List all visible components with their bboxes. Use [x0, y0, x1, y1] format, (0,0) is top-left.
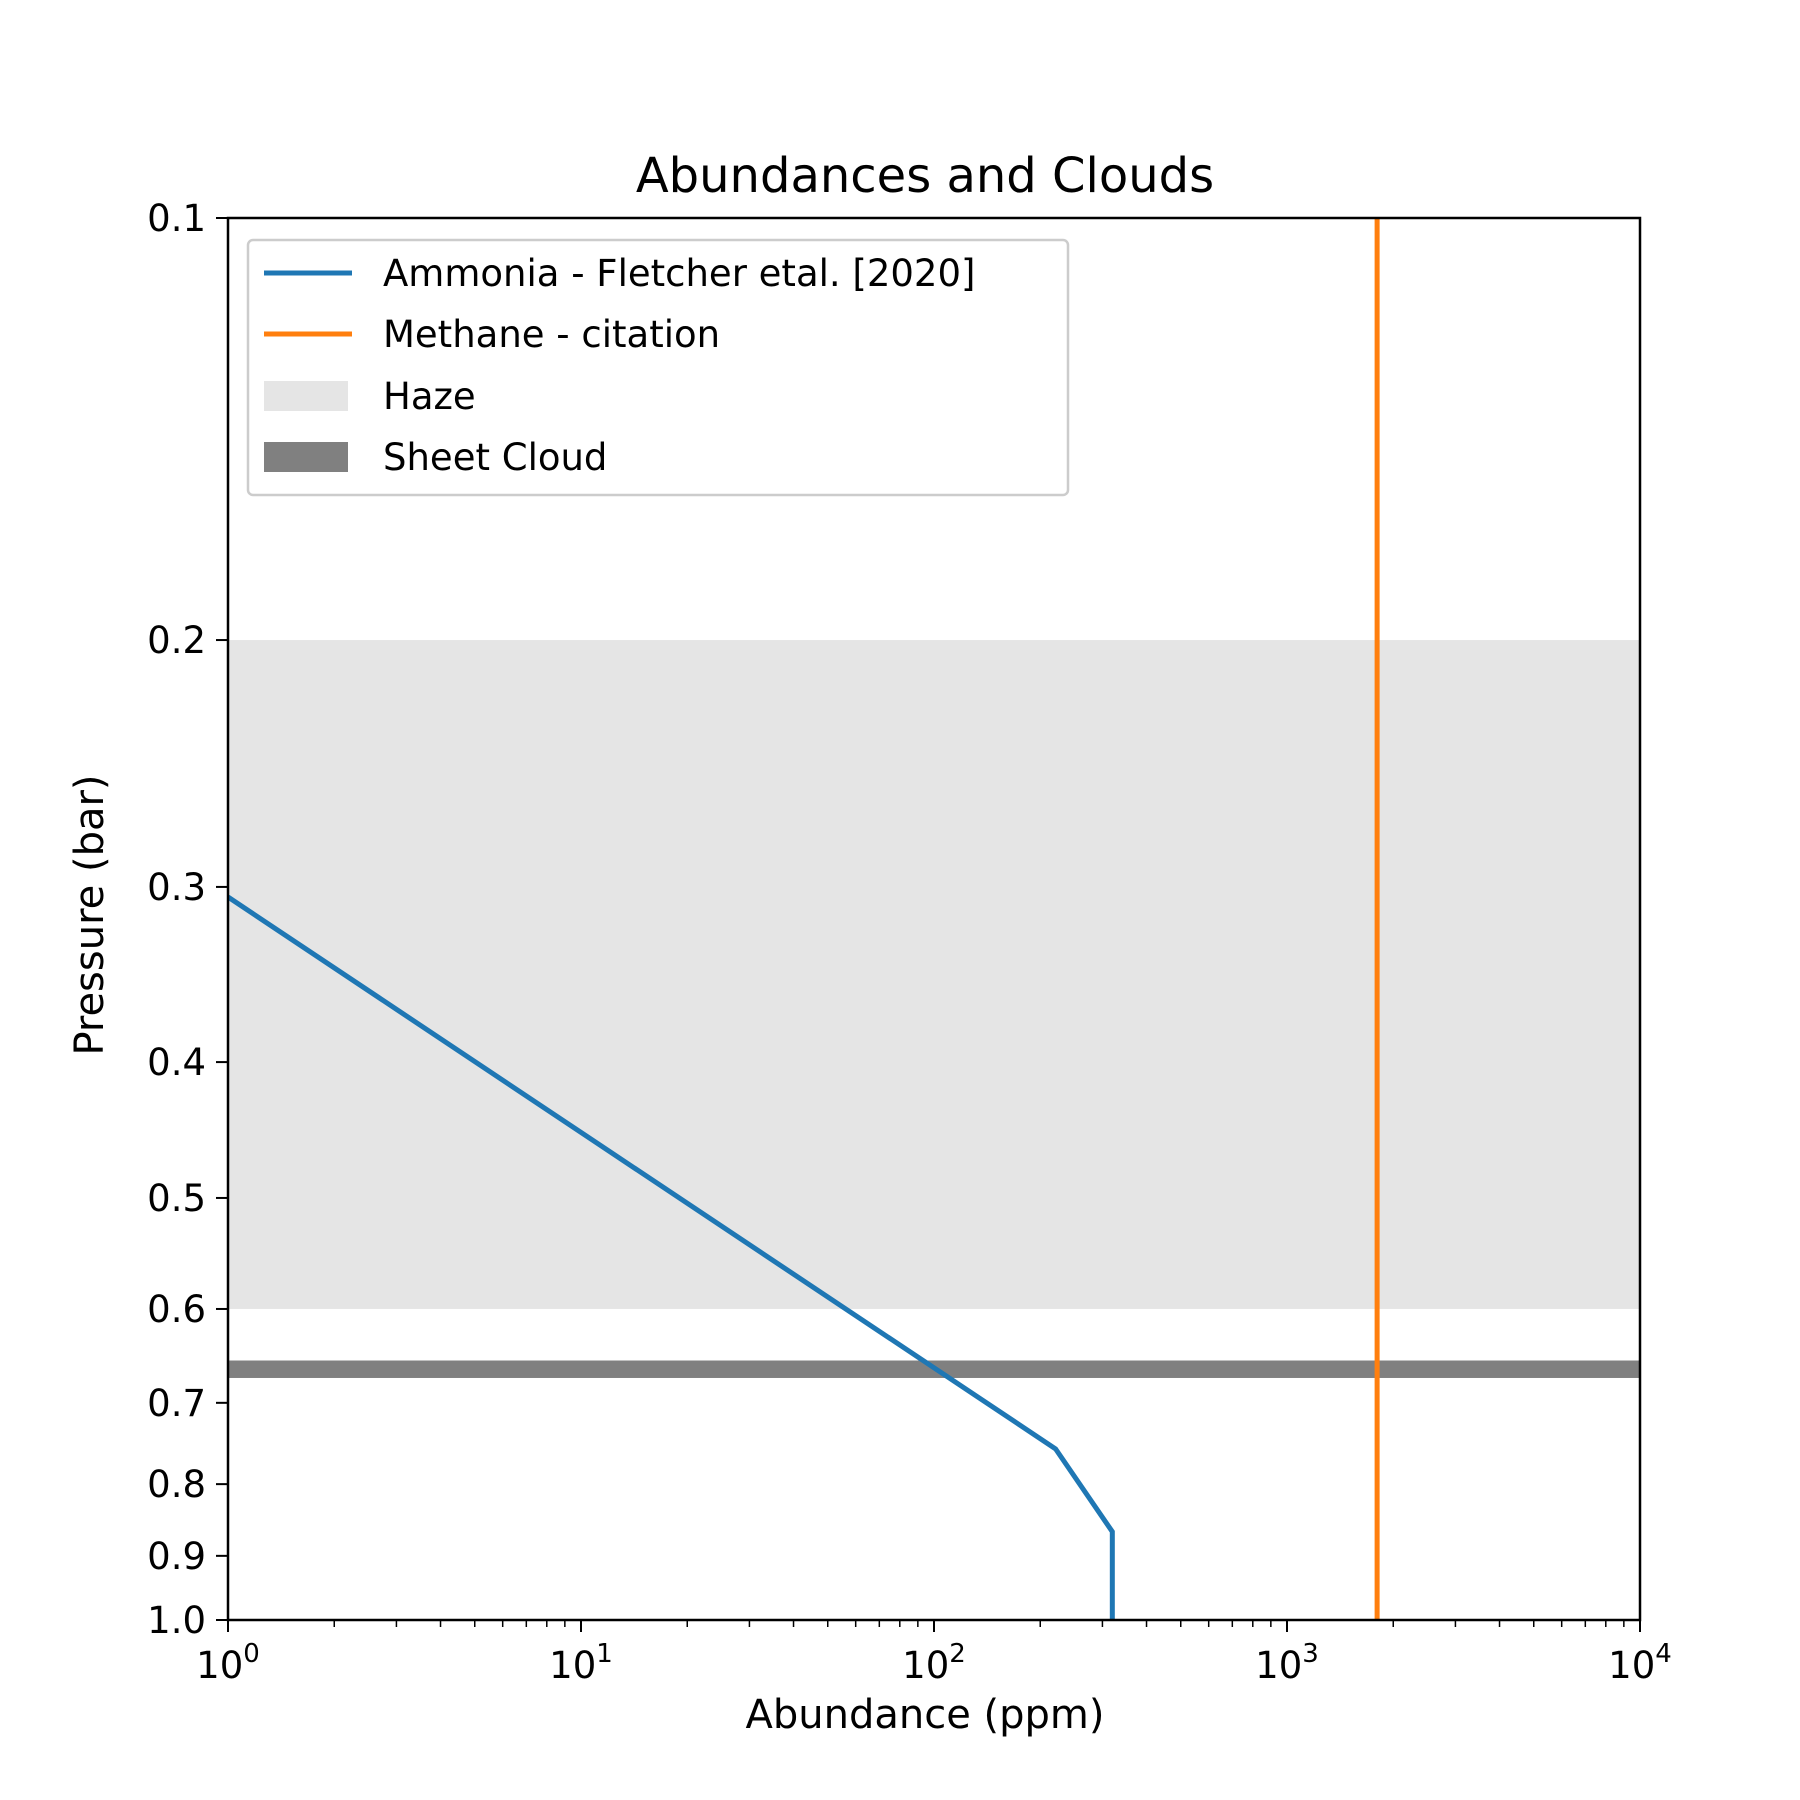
x-tick-label: 101	[549, 1639, 613, 1687]
legend-swatch-sheet-cloud	[264, 442, 348, 472]
y-tick-label: 0.3	[147, 866, 206, 909]
y-tick-label: 0.5	[147, 1177, 206, 1220]
x-tick-label: 102	[902, 1639, 966, 1687]
y-tick-label: 0.8	[147, 1463, 206, 1506]
y-tick-label: 0.4	[147, 1041, 206, 1084]
x-tick-label: 103	[1255, 1639, 1319, 1687]
data-layer	[228, 218, 1640, 1620]
legend-label-ammonia-fletcher-etal-2020: Ammonia - Fletcher etal. [2020]	[383, 252, 975, 295]
band-haze	[228, 640, 1640, 1309]
legend-label-sheet-cloud: Sheet Cloud	[383, 436, 607, 479]
legend-swatch-haze	[264, 381, 348, 411]
x-axis-label: Abundance (ppm)	[746, 1692, 1105, 1738]
x-tick-label: 100	[196, 1639, 260, 1687]
plot-area: 100 101 102 103 104 0.1 0.2 0.3 0.4 0.5 0.6 0.7 0.8 0…	[147, 197, 1672, 1687]
legend-label-haze: Haze	[383, 375, 476, 418]
y-tick-label: 1.0	[147, 1599, 206, 1642]
x-tick-label: 104	[1608, 1639, 1672, 1687]
y-tick-label: 0.9	[147, 1535, 206, 1578]
y-tick-label: 0.2	[147, 619, 206, 662]
chart-title: Abundances and Clouds	[636, 148, 1214, 204]
y-tick-label: 0.6	[147, 1288, 206, 1331]
y-axis-label: Pressure (bar)	[67, 774, 113, 1055]
legend-label-methane-citation: Methane - citation	[383, 313, 720, 356]
y-tick-label: 0.1	[147, 197, 206, 240]
legend: Ammonia - Fletcher etal. [2020] Methane -…	[246, 238, 1070, 497]
series-line-ammonia-fletcher-etal-2020	[228, 894, 1115, 1620]
legend-box	[246, 238, 1070, 497]
y-tick-label: 0.7	[147, 1382, 206, 1425]
